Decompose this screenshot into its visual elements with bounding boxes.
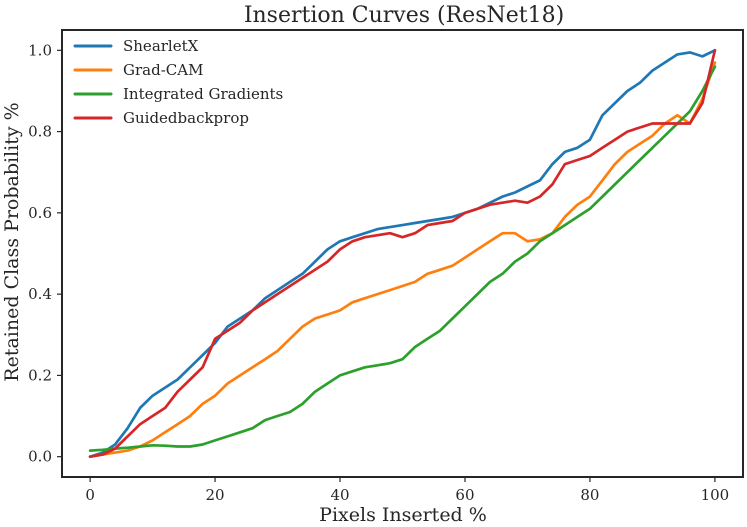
y-axis-ticks: 0.0 0.2 0.4 0.6 0.8 1.0 [28, 41, 62, 466]
y-tick-label: 0.8 [28, 123, 52, 141]
legend-label: Guidedbackprop [123, 109, 249, 127]
x-tick-label: 80 [580, 486, 599, 504]
legend-label: Grad-CAM [123, 61, 203, 79]
x-tick-label: 20 [206, 486, 225, 504]
plot-area [61, 29, 744, 478]
y-tick-label: 0.6 [28, 204, 52, 222]
legend-label: ShearletX [123, 37, 199, 55]
x-tick-label: 100 [701, 486, 730, 504]
legend-item: Grad-CAM [73, 61, 203, 79]
x-tick-label: 40 [330, 486, 349, 504]
y-tick-label: 0.4 [28, 285, 52, 303]
series-group [88, 48, 717, 459]
chart-title: Insertion Curves (ResNet18) [244, 3, 564, 28]
x-tick-label: 0 [85, 486, 95, 504]
x-axis-ticks: 0 20 40 60 80 100 [85, 477, 729, 504]
plot-frame [61, 29, 744, 478]
y-tick-label: 0.0 [28, 448, 52, 466]
series-line-shearletx [88, 48, 717, 459]
y-axis-label: Retained Class Probability % [1, 102, 23, 381]
x-axis-label: Pixels Inserted % [319, 504, 487, 526]
legend-item: Guidedbackprop [73, 109, 249, 127]
legend-item: Integrated Gradients [73, 85, 283, 103]
x-tick-label: 60 [455, 486, 474, 504]
legend: ShearletX Grad-CAM Integrated Gradients Gui… [73, 37, 283, 127]
y-tick-label: 1.0 [28, 41, 52, 59]
series-line-integrated-gradients [88, 65, 717, 452]
series-line-grad-cam [88, 61, 717, 459]
legend-label: Integrated Gradients [123, 85, 283, 103]
series-line-guidedbackprop [88, 48, 717, 459]
legend-item: ShearletX [73, 37, 199, 55]
y-tick-label: 0.2 [28, 366, 52, 384]
